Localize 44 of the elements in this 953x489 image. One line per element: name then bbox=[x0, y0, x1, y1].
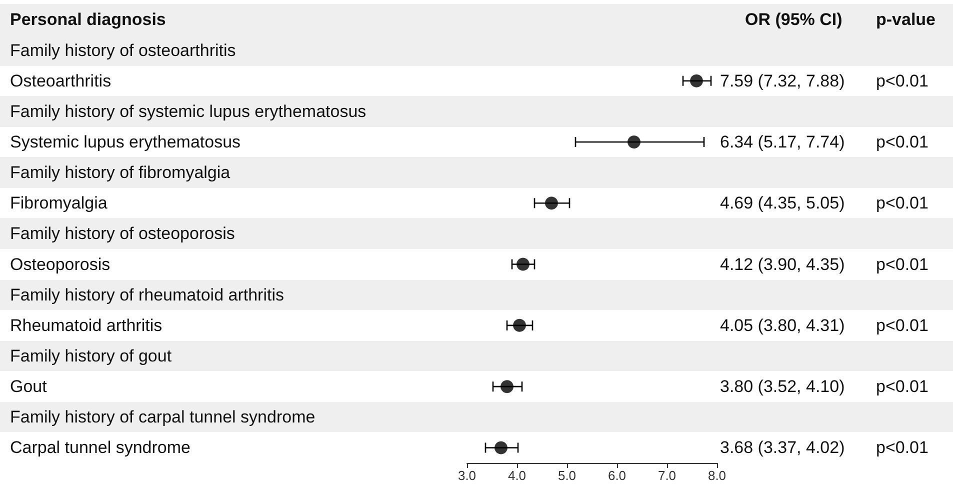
y-tick-label: Family history of gout bbox=[10, 346, 172, 366]
data-label: 6.34 (5.17, 7.74) bbox=[720, 132, 845, 152]
point bbox=[628, 136, 640, 148]
text: p<0.01 bbox=[876, 254, 928, 274]
y-tick-label: Family history of carpal tunnel syndrome bbox=[10, 408, 316, 427]
x-tick-label: 3.0 bbox=[458, 468, 476, 483]
point bbox=[690, 74, 703, 88]
text: p<0.01 bbox=[876, 438, 928, 458]
data-label: 4.69 (4.35, 5.05) bbox=[720, 194, 845, 213]
text: p<0.01 bbox=[876, 71, 928, 90]
text: p<0.01 bbox=[876, 377, 928, 396]
x-tick-label: 6.0 bbox=[608, 468, 626, 483]
point bbox=[513, 318, 526, 332]
y-tick-label: Systemic lupus erythematosus bbox=[10, 132, 241, 152]
y-tick-label: Family history of rheumatoid arthritis bbox=[10, 285, 284, 304]
y-tick-label: Fibromyalgia bbox=[10, 194, 108, 213]
y-tick-label: Osteoporosis bbox=[10, 254, 110, 274]
data-label: 3.68 (3.37, 4.02) bbox=[720, 438, 845, 458]
x-tick-label: 7.0 bbox=[658, 468, 676, 483]
text: p<0.01 bbox=[876, 194, 928, 213]
data-label: 3.80 (3.52, 4.10) bbox=[720, 377, 845, 396]
point bbox=[545, 196, 558, 210]
y-tick-label: Gout bbox=[10, 377, 48, 396]
data-label: 7.59 (7.32, 7.88) bbox=[720, 71, 845, 90]
y-tick-label: Family history of fibromyalgia bbox=[10, 163, 231, 182]
y-tick-label: Rheumatoid arthritis bbox=[10, 316, 162, 335]
y-tick-label: Carpal tunnel syndrome bbox=[10, 438, 190, 458]
x-tick-label: 4.0 bbox=[508, 468, 526, 483]
y-tick-label: Family history of systemic lupus erythematosus bbox=[10, 102, 366, 121]
point bbox=[494, 441, 508, 454]
y-tick-label: Osteoarthritis bbox=[10, 71, 112, 90]
y-axis-title: Personal diagnosis bbox=[10, 10, 166, 29]
point bbox=[516, 258, 530, 271]
x-tick-label: 8.0 bbox=[708, 468, 726, 483]
text: OR (95% CI) bbox=[745, 10, 842, 29]
y-tick-label: Family history of osteoporosis bbox=[10, 224, 235, 244]
text: p<0.01 bbox=[876, 316, 928, 335]
y-tick-label: Family history of osteoarthritis bbox=[10, 40, 236, 60]
point bbox=[500, 380, 514, 394]
text: p<0.01 bbox=[876, 132, 928, 152]
data-label: 4.12 (3.90, 4.35) bbox=[720, 254, 845, 274]
data-label: 4.05 (3.80, 4.31) bbox=[720, 316, 845, 335]
text: p-value bbox=[876, 10, 936, 29]
x-tick-label: 5.0 bbox=[558, 468, 576, 483]
